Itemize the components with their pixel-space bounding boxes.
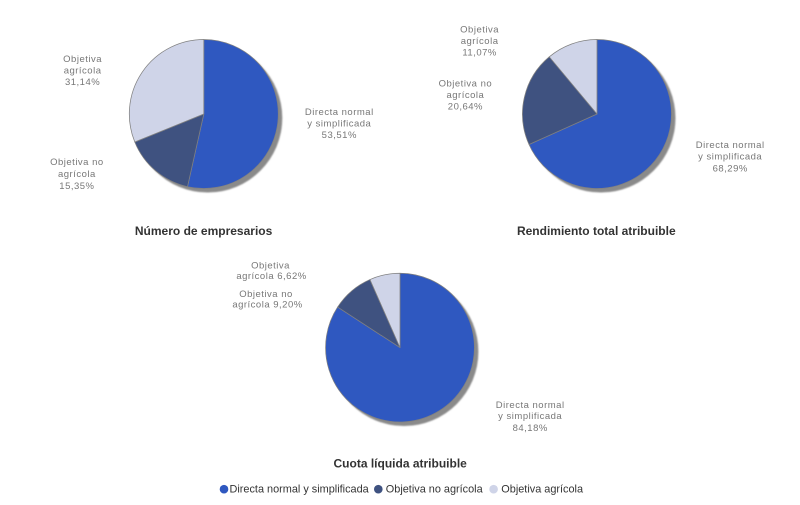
svg-text:15,35%: 15,35%: [59, 181, 94, 192]
svg-text:agrícola: agrícola: [64, 65, 102, 76]
svg-text:y simplificada: y simplificada: [307, 118, 371, 129]
svg-text:Directa normal: Directa normal: [496, 400, 565, 411]
svg-text:agrícola: agrícola: [58, 169, 96, 180]
svg-text:11,07%: 11,07%: [462, 48, 497, 59]
svg-text:Objetiva no: Objetiva no: [239, 289, 293, 300]
svg-text:31,14%: 31,14%: [65, 77, 100, 88]
svg-text:68,29%: 68,29%: [713, 163, 748, 174]
svg-text:Objetiva: Objetiva: [251, 261, 290, 272]
svg-text:agrícola: agrícola: [446, 90, 484, 101]
svg-text:Rendimiento total atribuible: Rendimiento total atribuible: [517, 224, 676, 238]
svg-text:agrícola 9,20%: agrícola 9,20%: [232, 300, 302, 311]
svg-text:84,18%: 84,18%: [513, 423, 548, 434]
svg-text:Número de empresarios: Número de empresarios: [135, 224, 273, 238]
svg-text:53,51%: 53,51%: [322, 130, 357, 141]
svg-text:Objetiva no: Objetiva no: [50, 157, 104, 168]
svg-text:Objetiva no agrícola: Objetiva no agrícola: [386, 484, 484, 496]
svg-text:y simplificada: y simplificada: [698, 152, 762, 163]
svg-text:Objetiva: Objetiva: [63, 54, 102, 65]
svg-text:Directa normal y simplificada: Directa normal y simplificada: [230, 484, 370, 496]
svg-text:y simplificada: y simplificada: [498, 411, 562, 422]
svg-text:Objetiva: Objetiva: [460, 24, 499, 35]
svg-text:Directa normal: Directa normal: [305, 107, 374, 118]
svg-text:20,64%: 20,64%: [448, 102, 483, 113]
svg-text:Objetiva agrícola: Objetiva agrícola: [501, 484, 584, 496]
svg-text:Objetiva no: Objetiva no: [439, 78, 493, 89]
svg-text:agrícola: agrícola: [461, 36, 499, 47]
svg-text:Cuota líquida atribuible: Cuota líquida atribuible: [334, 457, 468, 471]
svg-text:Directa normal: Directa normal: [696, 140, 765, 151]
svg-text:agrícola 6,62%: agrícola 6,62%: [236, 271, 306, 282]
